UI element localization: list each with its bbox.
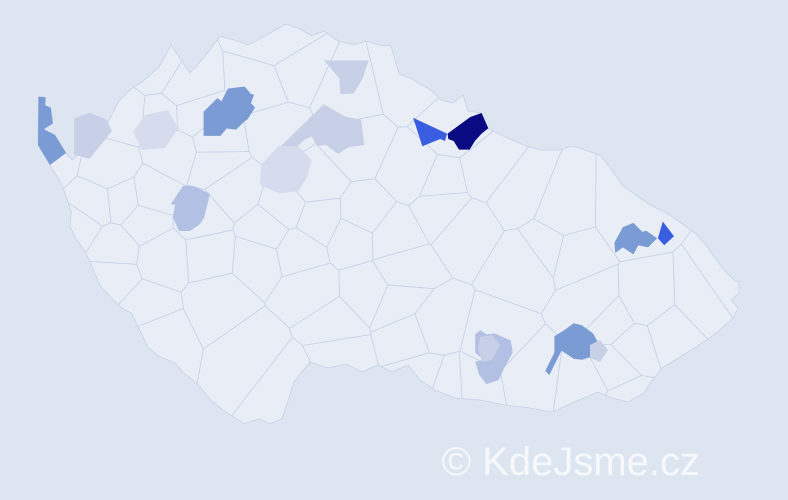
svg-text:© KdeJsme.cz: © KdeJsme.cz bbox=[442, 440, 700, 484]
